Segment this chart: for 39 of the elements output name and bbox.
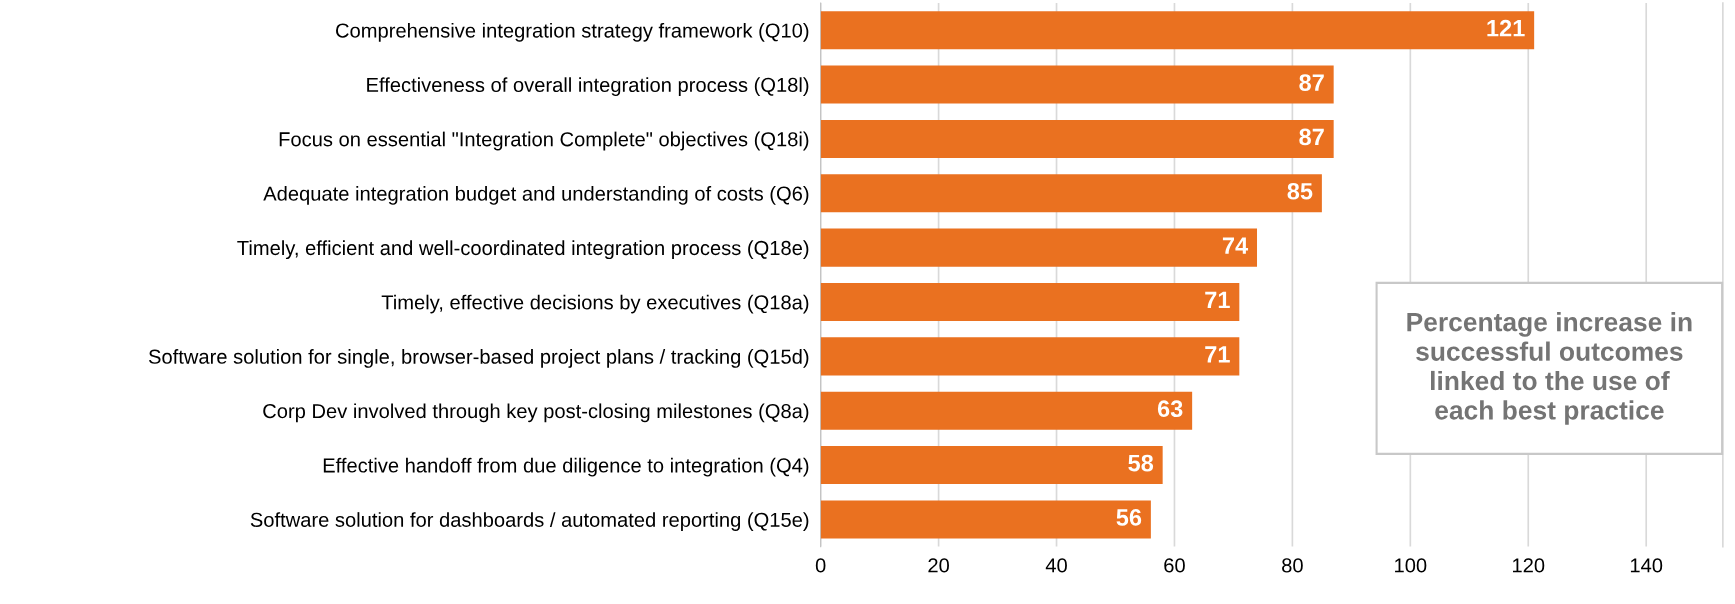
- data-label: 87: [1299, 128, 1324, 146]
- x-tick-label: 80: [1282, 558, 1303, 573]
- y-tick-label: Adequate integration budget and understanding of costs (Q6): [263, 185, 809, 205]
- bar: [820, 500, 1151, 539]
- x-tick-label: 100: [1395, 558, 1427, 573]
- data-label: 71: [1205, 346, 1230, 363]
- data-label: 121: [1487, 19, 1525, 37]
- x-tick-label: 60: [1164, 558, 1185, 573]
- bar: [820, 228, 1258, 267]
- bar: [820, 391, 1193, 430]
- data-label: 56: [1116, 509, 1142, 526]
- y-tick-label: Effectiveness of overall integration process (Q18l): [367, 77, 809, 97]
- x-tick-label: 120: [1513, 558, 1545, 573]
- y-tick-label: Corp Dev involved through key post-closing milestones (Q8a): [263, 403, 809, 423]
- data-label: 71: [1205, 291, 1230, 309]
- y-tick-label: Software solution for single, browser-based project plans / tracking (Q15d): [148, 349, 809, 368]
- data-label: 74: [1222, 237, 1249, 254]
- bar: [820, 337, 1240, 376]
- annotation: Percentage increase in successful outcomes linked to the use of each best practice: [1407, 312, 1692, 425]
- bar: [820, 65, 1334, 104]
- data-label: 85: [1287, 182, 1313, 200]
- data-label: 87: [1299, 74, 1324, 91]
- y-tick-label: Effective handoff from due diligence to integration (Q4): [323, 457, 809, 477]
- y-tick-label: Focus on essential "Integration Complete" objectives (Q18i): [279, 131, 809, 151]
- bar: [820, 119, 1334, 158]
- bar: [820, 282, 1240, 322]
- y-tick-label: Timely, effective decisions by executives (Q18a): [381, 294, 809, 314]
- data-label: 58: [1128, 454, 1154, 472]
- data-label: 63: [1157, 400, 1183, 418]
- x-tick-label: 140: [1630, 558, 1663, 573]
- y-tick-label: Comprehensive integration strategy framework (Q10): [336, 22, 809, 42]
- y-tick-label: Software solution for dashboards / automated reporting (Q15e): [250, 512, 809, 531]
- bar: [820, 11, 1535, 50]
- bar: [820, 446, 1163, 485]
- x-tick-label: 40: [1045, 558, 1067, 573]
- x-tick-label: 20: [928, 558, 949, 573]
- bar: [820, 174, 1322, 213]
- x-tick-label: 0: [815, 558, 826, 573]
- y-tick-label: Timely, efficient and well-coordinated integration process (Q18e): [237, 240, 809, 260]
